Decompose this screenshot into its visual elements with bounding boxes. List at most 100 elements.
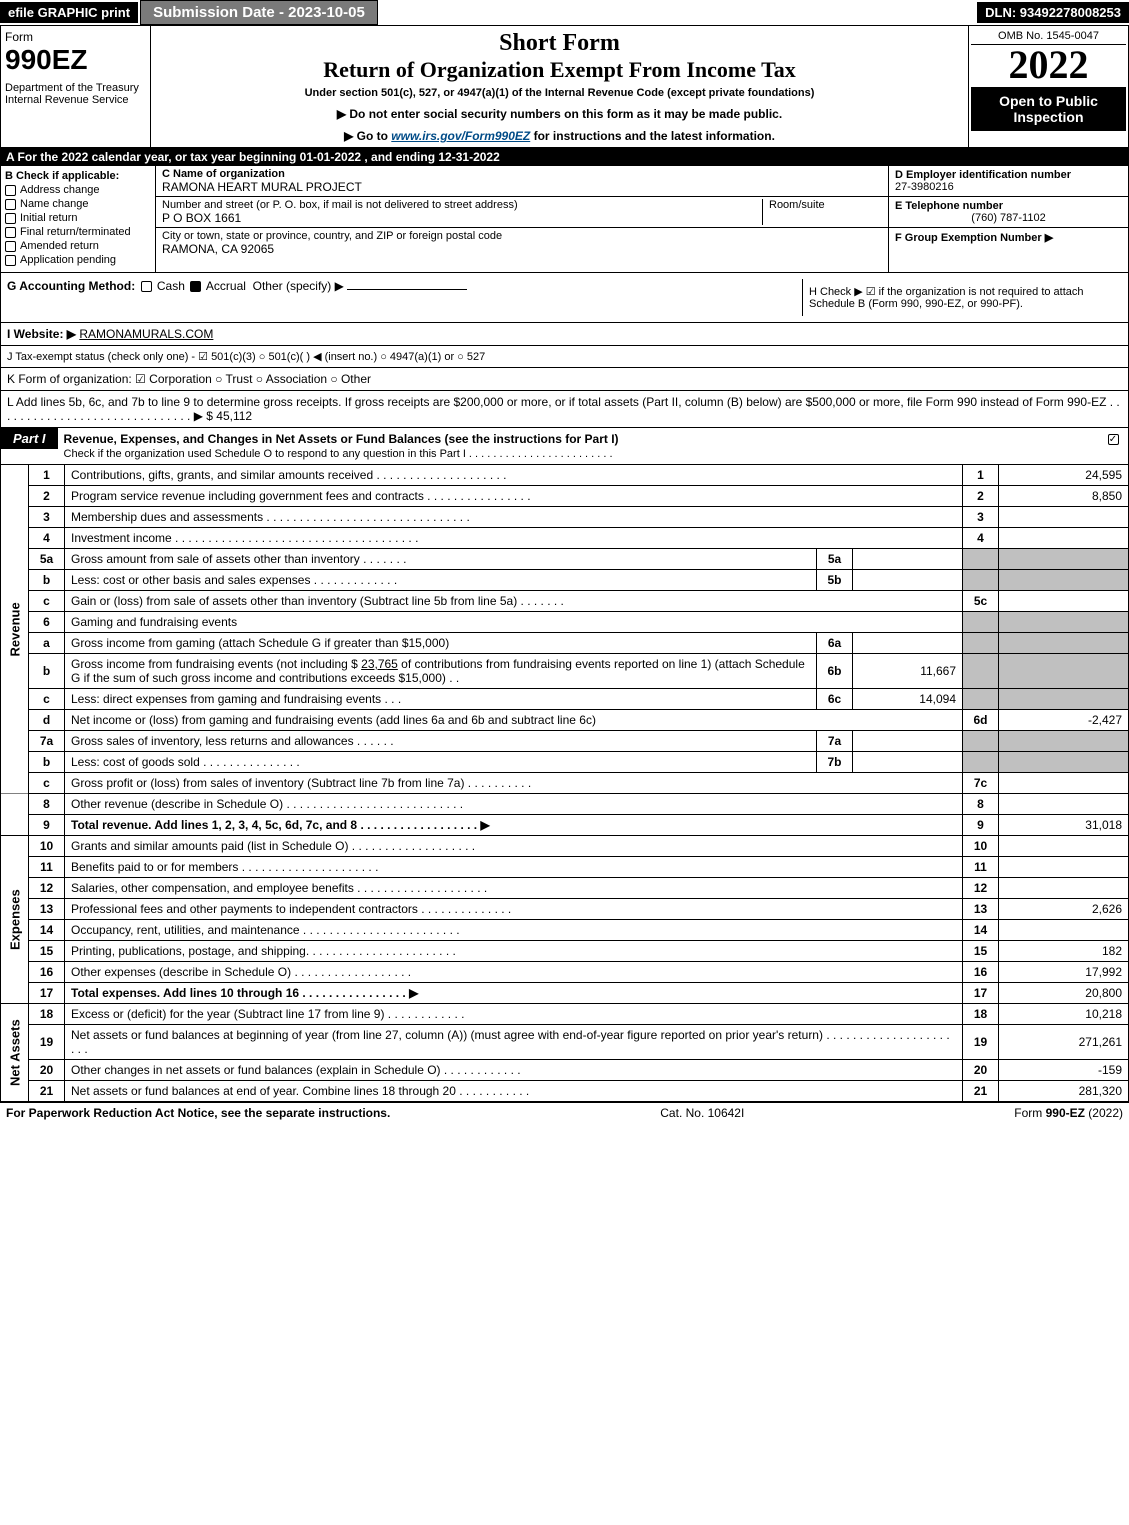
- line-6a: a Gross income from gaming (attach Sched…: [1, 633, 1129, 654]
- line-num: 12: [29, 878, 65, 899]
- part-1-label: Part I: [1, 428, 58, 449]
- right-num: 18: [963, 1004, 999, 1025]
- chk-label: Amended return: [20, 240, 99, 252]
- other-label: Other (specify) ▶: [253, 279, 344, 293]
- other-input[interactable]: [347, 289, 467, 290]
- line-num: b: [29, 654, 65, 689]
- line-desc: Grants and similar amounts paid (list in…: [65, 836, 963, 857]
- footer: For Paperwork Reduction Act Notice, see …: [0, 1102, 1129, 1123]
- instruction-1: ▶ Do not enter social security numbers o…: [155, 107, 964, 121]
- right-num: 21: [963, 1081, 999, 1102]
- line-desc: Other expenses (describe in Schedule O) …: [65, 962, 963, 983]
- right-num: 4: [963, 528, 999, 549]
- form-word: Form: [5, 30, 146, 44]
- right-num: 8: [963, 794, 999, 815]
- mid-num: 6c: [817, 689, 853, 710]
- right-num: 13: [963, 899, 999, 920]
- shaded-cell: [963, 549, 999, 570]
- line-5c: c Gain or (loss) from sale of assets oth…: [1, 591, 1129, 612]
- shaded-cell: [999, 570, 1129, 591]
- shaded-cell: [963, 570, 999, 591]
- line-num: 7a: [29, 731, 65, 752]
- line-8: 8 Other revenue (describe in Schedule O)…: [1, 794, 1129, 815]
- right-val: [999, 857, 1129, 878]
- right-num: 2: [963, 486, 999, 507]
- footer-right-pre: Form: [1014, 1106, 1045, 1120]
- line-desc: Other changes in net assets or fund bala…: [65, 1060, 963, 1081]
- accounting-label: G Accounting Method:: [7, 279, 135, 293]
- expenses-label: Expenses: [1, 836, 29, 1004]
- shaded-cell: [963, 654, 999, 689]
- right-num: 10: [963, 836, 999, 857]
- line-num: c: [29, 591, 65, 612]
- line-6d: d Net income or (loss) from gaming and f…: [1, 710, 1129, 731]
- chk-accrual[interactable]: [190, 281, 201, 292]
- shaded-cell: [963, 612, 999, 633]
- line-num: 6: [29, 612, 65, 633]
- chk-application-pending[interactable]: Application pending: [5, 254, 151, 266]
- chk-final-return[interactable]: Final return/terminated: [5, 226, 151, 238]
- mid-val: [853, 570, 963, 591]
- instr2-post: for instructions and the latest informat…: [530, 129, 775, 143]
- chk-cash[interactable]: [141, 281, 152, 292]
- desc-bold: Total expenses. Add lines 10 through 16 …: [71, 986, 418, 1000]
- footer-right: Form 990-EZ (2022): [1014, 1106, 1123, 1120]
- row-g-h: G Accounting Method: Cash Accrual Other …: [0, 273, 1129, 323]
- line-desc: Program service revenue including govern…: [65, 486, 963, 507]
- right-num: 20: [963, 1060, 999, 1081]
- checkbox-icon: [5, 185, 16, 196]
- header-center: Short Form Return of Organization Exempt…: [151, 26, 968, 147]
- line-num: b: [29, 570, 65, 591]
- info-grid: B Check if applicable: Address change Na…: [0, 166, 1129, 273]
- shaded-cell: [963, 752, 999, 773]
- desc-pre: Gross income from fundraising events (no…: [71, 657, 361, 671]
- line-num: 10: [29, 836, 65, 857]
- right-num: 3: [963, 507, 999, 528]
- line-desc: Net assets or fund balances at beginning…: [65, 1025, 963, 1060]
- chk-initial-return[interactable]: Initial return: [5, 212, 151, 224]
- shaded-cell: [999, 549, 1129, 570]
- schedule-table: Revenue 1 Contributions, gifts, grants, …: [0, 465, 1129, 1102]
- right-val: 17,992: [999, 962, 1129, 983]
- right-num: 11: [963, 857, 999, 878]
- right-val: [999, 836, 1129, 857]
- header-left: Form 990EZ Department of the Treasury In…: [1, 26, 151, 147]
- part-1-header: Part I Revenue, Expenses, and Changes in…: [0, 428, 1129, 465]
- mid-num: 7b: [817, 752, 853, 773]
- mid-val: [853, 549, 963, 570]
- irs-link[interactable]: www.irs.gov/Form990EZ: [391, 129, 530, 143]
- footer-left: For Paperwork Reduction Act Notice, see …: [6, 1106, 390, 1120]
- checkbox-icon: [5, 241, 16, 252]
- blank-side: [1, 794, 29, 836]
- checkbox-icon: [1108, 434, 1119, 445]
- right-val: 24,595: [999, 465, 1129, 486]
- row-l-text: L Add lines 5b, 6c, and 7b to line 9 to …: [7, 395, 1120, 423]
- city-state-zip: RAMONA, CA 92065: [162, 242, 882, 256]
- chk-name-change[interactable]: Name change: [5, 198, 151, 210]
- chk-address-change[interactable]: Address change: [5, 184, 151, 196]
- chk-amended-return[interactable]: Amended return: [5, 240, 151, 252]
- line-11: 11Benefits paid to or for members . . . …: [1, 857, 1129, 878]
- line-3: 3 Membership dues and assessments . . . …: [1, 507, 1129, 528]
- line-desc: Gain or (loss) from sale of assets other…: [65, 591, 963, 612]
- line-desc: Other revenue (describe in Schedule O) .…: [65, 794, 963, 815]
- part-1-title-text: Revenue, Expenses, and Changes in Net As…: [64, 432, 619, 446]
- right-val: [999, 773, 1129, 794]
- part-1-sub: Check if the organization used Schedule …: [64, 448, 613, 460]
- right-val: 31,018: [999, 815, 1129, 836]
- website-value[interactable]: RAMONAMURALS.COM: [79, 327, 213, 341]
- accrual-label: Accrual: [206, 279, 246, 293]
- line-num: 2: [29, 486, 65, 507]
- line-desc: Gross amount from sale of assets other t…: [65, 549, 817, 570]
- mid-num: 6a: [817, 633, 853, 654]
- form-number: 990EZ: [5, 44, 146, 76]
- line-num: 5a: [29, 549, 65, 570]
- part-1-checkbox[interactable]: [1098, 428, 1128, 450]
- right-val: [999, 591, 1129, 612]
- line-1: Revenue 1 Contributions, gifts, grants, …: [1, 465, 1129, 486]
- row-j: J Tax-exempt status (check only one) - ☑…: [0, 346, 1129, 368]
- line-desc: Investment income . . . . . . . . . . . …: [65, 528, 963, 549]
- efile-badge[interactable]: efile GRAPHIC print: [0, 2, 138, 23]
- line-4: 4 Investment income . . . . . . . . . . …: [1, 528, 1129, 549]
- right-val: [999, 507, 1129, 528]
